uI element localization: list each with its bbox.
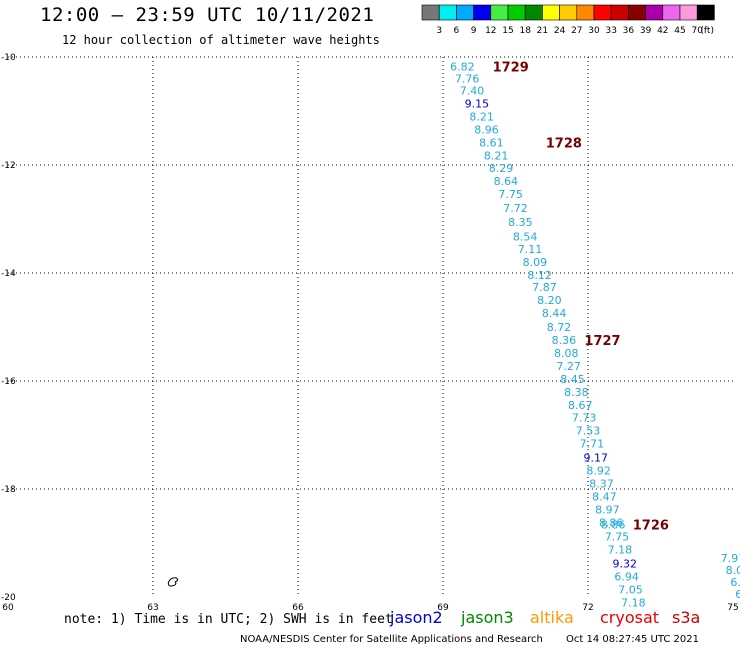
lat-tick-label: -18 [1,485,16,495]
lat-tick-label: -12 [1,161,16,171]
wave-height-value: 7.53 [576,425,601,438]
lon-tick-label: 63 [147,603,158,610]
wave-height-value: 6.41 [735,588,740,601]
scale-label: 33 [605,26,616,36]
page-subtitle: 12 hour collection of altimeter wave hei… [62,33,380,47]
wave-height-value: 7.40 [460,84,485,97]
pass-time-label: 1727 [584,334,620,349]
scale-label: 30 [588,26,600,36]
lat-tick-label: -16 [1,377,16,387]
satellite-legend-cryosat: cryosat [600,608,660,627]
scale-label: 45 [674,26,685,36]
wave-height-value: 8.36 [552,334,577,347]
wave-height-value: 8.92 [586,465,611,478]
pass-time-label: 1729 [493,61,529,76]
footer: NOAA/NESDIS Center for Satellite Applica… [240,634,699,645]
scale-label: 9 [471,26,477,36]
wave-height-value: 7.75 [605,531,630,544]
wave-height-value: 9.17 [583,452,608,465]
wave-height-value: 7.72 [503,202,528,215]
wave-height-value: 7.97 [721,552,740,565]
wave-height-value: 8.38 [564,386,589,399]
pass-time-label: 1726 [633,519,669,534]
satellite-legend-s3a: s3a [672,608,701,627]
wave-height-value: 8.01 [726,564,740,577]
units-note: note: 1) Time is in UTC; 2) SWH is in fe… [64,612,393,627]
wave-height-value: 7.76 [455,73,480,86]
wave-height-value: 8.67 [568,399,593,412]
wave-height-value: 8.54 [513,230,538,243]
wave-height-value: 8.21 [484,149,509,162]
wave-height-value: 7.75 [498,188,523,201]
wave-height-value: 7.87 [532,281,557,294]
page-title: 12:00 – 23:59 UTC 10/11/2021 [40,4,375,26]
scale-label: 24 [554,26,566,36]
wave-height-value: 7.11 [518,243,543,256]
pass-time-label: 1728 [546,136,582,151]
wave-height-value: 8.47 [592,491,617,504]
scale-label: 42 [657,26,668,36]
scale-label: 12 [485,26,496,36]
wave-height-value: 8.35 [508,216,533,229]
wave-height-value: 6.94 [614,570,639,583]
wave-height-value: 7.18 [621,596,646,609]
lon-tick-label: 72 [582,603,593,610]
scale-swatch [696,4,715,21]
wave-height-value: 8.20 [537,294,562,307]
wave-height-value: 9.15 [465,97,490,110]
wave-height-value: 8.21 [469,110,494,123]
wave-height-value: 8.86 [599,516,624,529]
wave-height-value: 8.97 [595,504,620,517]
wave-height-value: 8.12 [527,269,552,282]
color-scale-legend: 3 6 9 12 15 18 21 24 27 30 33 36 39 42 45 70(ft) [421,4,715,36]
wave-height-value: 7.18 [608,543,633,556]
wave-height-value: 8.72 [547,321,572,334]
scale-label: 18 [519,26,531,36]
wave-height-value: 8.09 [523,256,548,269]
wave-height-value: 7.27 [556,360,581,373]
wave-height-value: 6.64 [730,576,740,589]
lat-tick-label: -10 [1,53,16,63]
scale-label: 21 [537,26,548,36]
wave-height-value: 8.64 [494,175,519,188]
lat-tick-label: -14 [1,269,16,279]
scale-label: 3 [436,26,442,36]
scale-unit: (ft) [700,26,714,36]
wave-height-value: 7.73 [572,412,597,425]
wave-height-map: 60 63 66 69 72 75-10-12-14-16-18-206.827.767.… [1,53,740,610]
scale-label: 15 [502,26,513,36]
satellite-legend-altika: altika [530,608,574,627]
lon-tick-label: 69 [437,603,449,610]
wave-height-value: 9.32 [612,558,637,571]
wave-height-value: 8.37 [589,478,614,491]
wave-height-value: 6.82 [450,61,475,74]
wave-height-value: 8.29 [489,162,514,175]
lon-tick-label: 75 [727,603,738,610]
satellite-legend-jason2: jason2 [390,608,443,627]
lon-tick-label: 60 [2,603,14,610]
scale-label: 27 [571,26,582,36]
scale-label: 70 [691,26,703,36]
wave-height-value: 8.61 [479,136,504,149]
scale-label: 39 [640,26,652,36]
lat-tick-label: -20 [1,593,16,603]
wave-height-value: 7.71 [580,438,605,451]
wave-height-value: 8.45 [560,373,585,386]
wave-height-value: 8.96 [474,123,499,136]
lon-tick-label: 66 [292,603,304,610]
scale-label: 6 [454,26,460,36]
wave-height-value: 8.44 [542,307,567,320]
footer-timestamp: Oct 14 08:27:45 UTC 2021 [566,634,699,645]
footer-credit: NOAA/NESDIS Center for Satellite Applica… [240,634,543,645]
wave-height-value: 7.05 [618,583,643,596]
island-outline [167,577,179,587]
wave-height-value: 8.86 [601,519,626,532]
scale-label: 36 [623,26,635,36]
wave-height-value: 8.08 [554,347,579,360]
satellite-legend-jason3: jason3 [461,608,514,627]
